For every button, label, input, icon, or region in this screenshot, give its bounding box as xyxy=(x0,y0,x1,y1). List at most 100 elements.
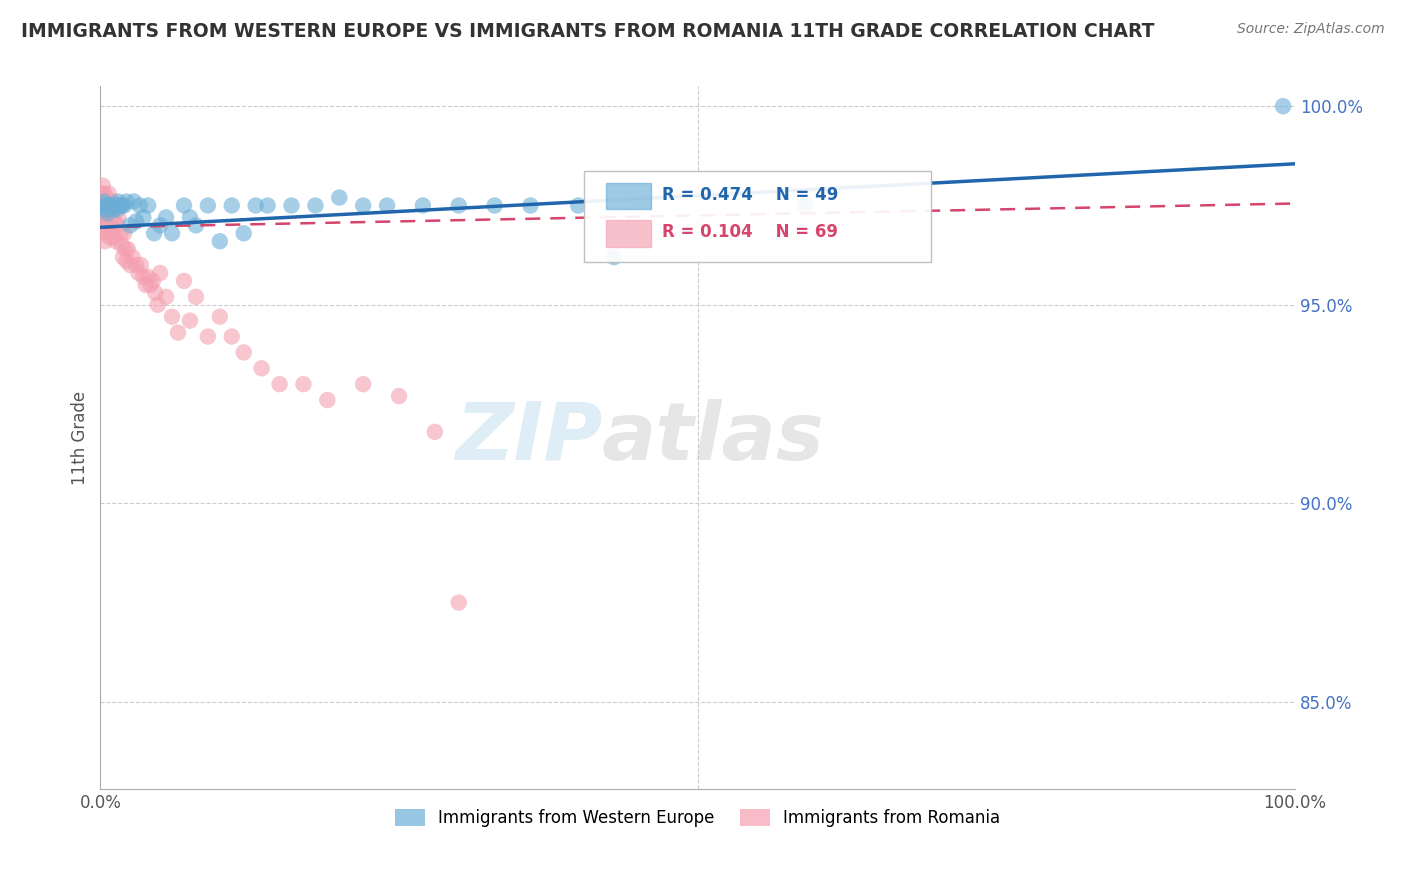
Point xyxy=(122,194,145,209)
Point xyxy=(96,190,118,204)
Point xyxy=(794,198,817,212)
Point xyxy=(101,198,124,212)
Point xyxy=(1272,99,1295,113)
Point xyxy=(115,254,138,268)
Point xyxy=(93,186,115,201)
Point xyxy=(184,290,207,304)
Point xyxy=(447,596,470,610)
Point xyxy=(208,310,231,324)
Point xyxy=(121,250,143,264)
Point xyxy=(105,219,128,233)
Point xyxy=(117,242,139,256)
Point xyxy=(160,227,183,241)
Point xyxy=(93,206,115,220)
Point xyxy=(94,194,117,209)
Point xyxy=(179,313,201,327)
Point xyxy=(221,198,243,212)
Point xyxy=(125,258,148,272)
Point xyxy=(101,222,124,236)
Point xyxy=(352,198,374,212)
Point xyxy=(132,270,155,285)
Bar xyxy=(606,220,651,246)
Point xyxy=(388,389,411,403)
Point xyxy=(96,214,118,228)
Point xyxy=(101,194,124,209)
Point xyxy=(484,198,506,212)
Point xyxy=(110,227,132,241)
Point xyxy=(112,227,135,241)
Point xyxy=(98,198,121,212)
Point xyxy=(155,290,177,304)
Point xyxy=(105,202,128,217)
Point xyxy=(136,198,159,212)
Point xyxy=(111,198,134,212)
Point xyxy=(316,393,339,408)
Point xyxy=(112,198,135,212)
Point xyxy=(120,219,142,233)
Point xyxy=(412,198,434,212)
Point xyxy=(90,186,112,201)
Point xyxy=(103,230,125,244)
Point xyxy=(256,198,278,212)
Point xyxy=(107,194,129,209)
Point xyxy=(245,198,267,212)
Point xyxy=(352,377,374,392)
Point xyxy=(112,250,135,264)
Text: R = 0.474    N = 49: R = 0.474 N = 49 xyxy=(662,186,838,204)
Point xyxy=(232,227,254,241)
Point xyxy=(128,198,150,212)
Point xyxy=(197,329,219,343)
Point xyxy=(128,266,150,280)
Point xyxy=(519,198,541,212)
Point xyxy=(221,329,243,343)
Point xyxy=(139,277,162,292)
Point xyxy=(135,277,157,292)
Point xyxy=(269,377,291,392)
Point xyxy=(94,202,117,217)
Point xyxy=(447,198,470,212)
Point xyxy=(91,198,114,212)
Point xyxy=(173,274,195,288)
Point xyxy=(100,198,122,212)
Point xyxy=(96,194,118,209)
Point xyxy=(97,219,120,233)
Point xyxy=(94,219,117,233)
Point xyxy=(423,425,446,439)
Point xyxy=(97,186,120,201)
Text: atlas: atlas xyxy=(602,399,825,477)
Point xyxy=(160,310,183,324)
Point xyxy=(108,198,131,212)
Point xyxy=(114,242,136,256)
Point xyxy=(93,227,115,241)
Point xyxy=(125,214,148,228)
Point xyxy=(197,198,219,212)
Point xyxy=(280,198,302,212)
Point xyxy=(149,219,172,233)
Point xyxy=(104,198,127,212)
Legend: Immigrants from Western Europe, Immigrants from Romania: Immigrants from Western Europe, Immigran… xyxy=(388,802,1007,834)
Point xyxy=(155,211,177,225)
Point xyxy=(567,198,589,212)
Text: R = 0.104    N = 69: R = 0.104 N = 69 xyxy=(662,223,838,241)
Point xyxy=(90,211,112,225)
Point xyxy=(96,198,118,212)
Point xyxy=(115,194,138,209)
Point xyxy=(132,211,155,225)
Point xyxy=(146,298,169,312)
Point xyxy=(97,198,120,212)
Point xyxy=(104,214,127,228)
Text: IMMIGRANTS FROM WESTERN EUROPE VS IMMIGRANTS FROM ROMANIA 11TH GRADE CORRELATION: IMMIGRANTS FROM WESTERN EUROPE VS IMMIGR… xyxy=(21,22,1154,41)
Text: Source: ZipAtlas.com: Source: ZipAtlas.com xyxy=(1237,22,1385,37)
Point xyxy=(136,270,159,285)
Y-axis label: 11th Grade: 11th Grade xyxy=(72,391,89,485)
Point xyxy=(90,198,112,212)
Point xyxy=(103,198,125,212)
Point xyxy=(328,190,350,204)
Point xyxy=(91,178,114,193)
Point xyxy=(149,266,172,280)
Point xyxy=(100,211,122,225)
Point xyxy=(184,219,207,233)
Point xyxy=(104,234,127,248)
Point xyxy=(173,198,195,212)
Point xyxy=(120,258,142,272)
